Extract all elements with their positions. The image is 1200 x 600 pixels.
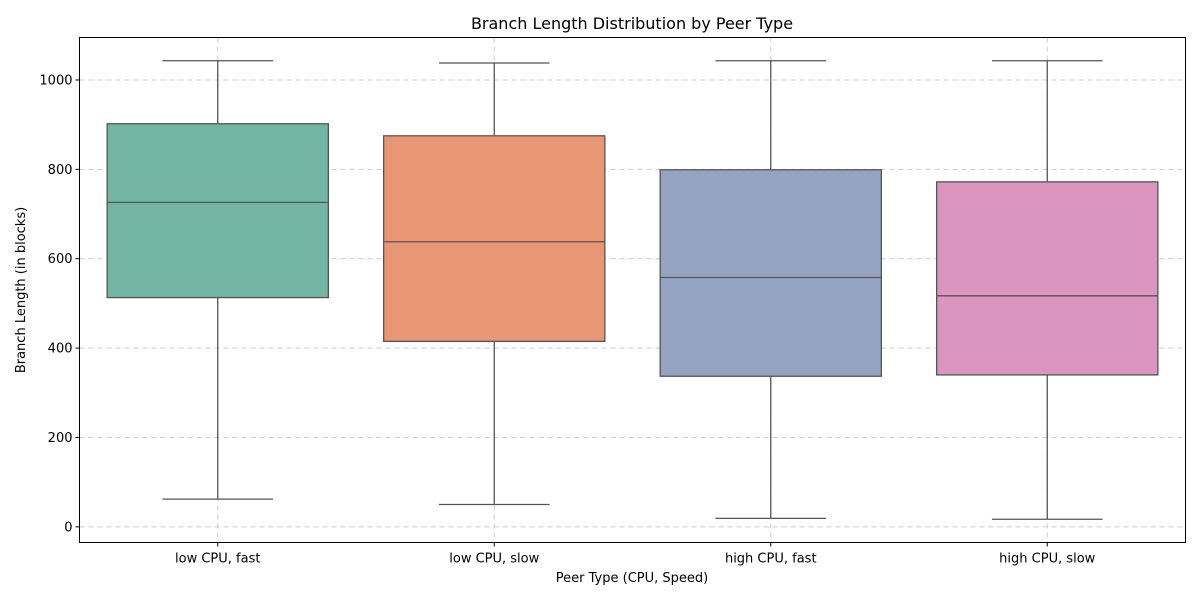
box-iqr	[382, 135, 606, 343]
y-tick-label: 400	[48, 342, 73, 357]
plot-area-frame	[79, 37, 1186, 543]
y-tick-label: 1000	[39, 73, 72, 88]
y-tick-label: 0	[64, 520, 72, 535]
box-iqr	[936, 181, 1159, 376]
x-tick-label: high CPU, fast	[725, 552, 817, 567]
x-tick-label: low CPU, fast	[175, 552, 260, 567]
x-tick-label: high CPU, slow	[999, 552, 1096, 567]
box-layer	[106, 60, 1159, 520]
x-axis-label: Peer Type (CPU, Speed)	[556, 571, 708, 586]
y-tick-label: 800	[48, 163, 73, 178]
x-tick-label: low CPU, slow	[449, 552, 539, 567]
y-axis-label: Branch Length (in blocks)	[14, 207, 29, 373]
box-iqr	[659, 169, 883, 377]
y-tick-label: 600	[48, 252, 73, 267]
box-iqr	[106, 123, 329, 299]
chart-title: Branch Length Distribution by Peer Type	[471, 14, 793, 33]
y-tick-label: 200	[48, 431, 73, 446]
tick-layer: 0 200 400 600 800 1000 low CPU, fast low CPU, s…	[39, 73, 1095, 566]
